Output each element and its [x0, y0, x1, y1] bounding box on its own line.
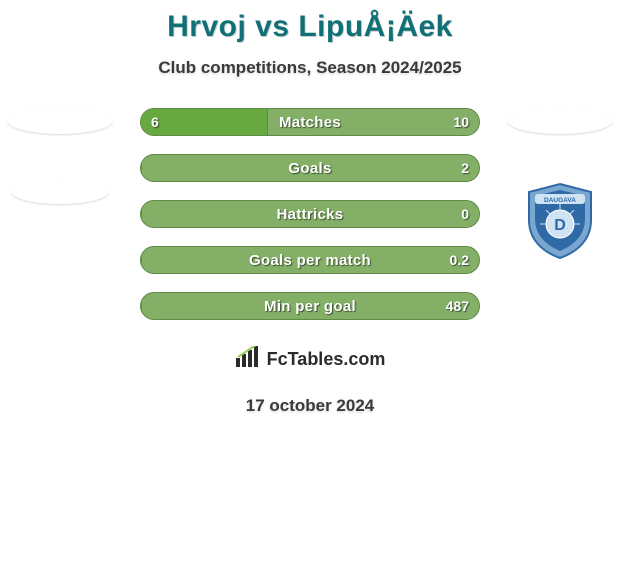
stat-row: Goals2 [10, 154, 610, 182]
bar-value-right: 0 [451, 201, 479, 227]
bar-value-left: 6 [141, 109, 169, 135]
bar-track: Min per goal487 [140, 292, 480, 320]
bar-label: Goals per match [141, 247, 479, 273]
bar-value-right: 487 [436, 293, 479, 319]
bar-track: Matches6 10 [140, 108, 480, 136]
bar-chart-icon [235, 346, 261, 373]
stat-row: Goals per match0.2 [10, 246, 610, 274]
bar-label: Matches [141, 109, 479, 135]
bar-value-right: 0.2 [440, 247, 479, 273]
stat-row: Hattricks0 [10, 200, 610, 228]
brand-text: FcTables.com [267, 349, 386, 370]
bar-value-right: 10 [443, 109, 479, 135]
bar-label: Hattricks [141, 201, 479, 227]
bar-track: Goals2 [140, 154, 480, 182]
page-subtitle: Club competitions, Season 2024/2025 [0, 58, 620, 78]
bar-label: Min per goal [141, 293, 479, 319]
update-date: 17 october 2024 [0, 396, 620, 416]
bar-track: Hattricks0 [140, 200, 480, 228]
brand-badge: FcTables.com [202, 338, 418, 380]
bar-label: Goals [141, 155, 479, 181]
bar-track: Goals per match0.2 [140, 246, 480, 274]
stat-row: Matches6 10 [10, 108, 610, 136]
stat-row: Min per goal487 [10, 292, 610, 320]
compare-block: DAUGAVA D Matches610Goals2Hattricks0Goal… [0, 108, 620, 320]
stats-card: Hrvoj vs LipuÅ¡Äek Club competitions, Se… [0, 0, 620, 580]
bar-value-right: 2 [451, 155, 479, 181]
page-title: Hrvoj vs LipuÅ¡Äek [0, 0, 620, 44]
